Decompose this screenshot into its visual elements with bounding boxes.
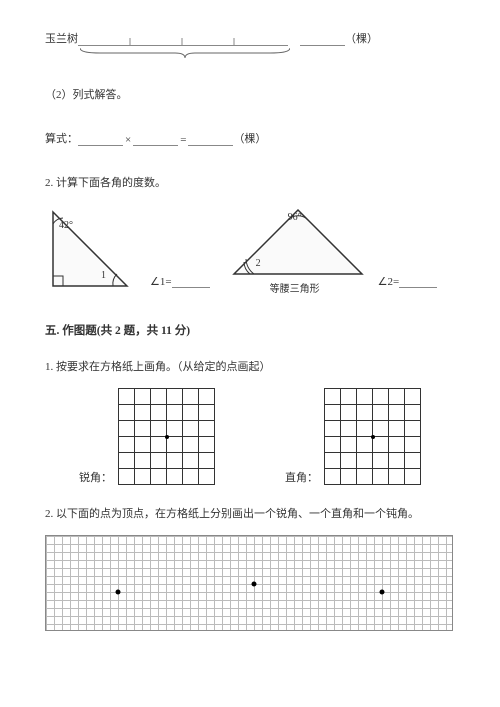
fine-grid xyxy=(45,535,453,631)
sub2-label: （2）列式解答。 xyxy=(45,86,455,102)
grid-right-wrap: 直角： xyxy=(285,388,421,485)
formula-blank-1 xyxy=(78,133,123,146)
formula-eq: = xyxy=(178,134,188,146)
tri-right-2: 2 xyxy=(256,258,261,269)
tree-answer-blank xyxy=(300,33,345,46)
angle1-blank xyxy=(172,275,210,288)
triangle-left-svg xyxy=(45,204,140,294)
q2-text: 2. 计算下面各角的度数。 xyxy=(45,174,455,190)
grid-left-dot xyxy=(167,437,171,441)
grid-left-label: 锐角： xyxy=(79,469,112,485)
tri-right-answer: ∠2= xyxy=(378,275,438,288)
tri-left-1: 1 xyxy=(101,270,106,281)
tree-line: 玉兰树 （棵） xyxy=(45,30,455,46)
angle2-label: ∠2= xyxy=(378,275,400,288)
fine-dot-1 xyxy=(116,590,121,595)
brace-icon xyxy=(80,48,290,58)
angle1-label: ∠1= xyxy=(150,275,172,288)
formula-row: 算式： × = （棵） xyxy=(45,130,455,146)
tri-left-answer: ∠1= xyxy=(150,275,210,288)
tree-unit: （棵） xyxy=(345,30,378,46)
tree-blank xyxy=(78,33,288,46)
tick-marks xyxy=(78,33,288,46)
triangle-left: 42° 1 xyxy=(45,204,140,294)
fine-dot-2 xyxy=(252,582,257,587)
grids-row: 锐角： 直角： xyxy=(45,388,455,485)
fine-dot-3 xyxy=(380,590,385,595)
section5-q2: 2. 以下面的点为顶点，在方格纸上分别画出一个锐角、一个直角和一个钝角。 xyxy=(45,505,455,521)
grid-left-wrap: 锐角： xyxy=(79,388,215,485)
formula-prefix: 算式： xyxy=(45,130,78,146)
formula-blank-3 xyxy=(188,133,233,146)
grid-right xyxy=(324,388,421,485)
section5-title: 五. 作图题(共 2 题，共 11 分) xyxy=(45,322,455,338)
formula-blank-2 xyxy=(133,133,178,146)
grid-right-label: 直角： xyxy=(285,469,318,485)
formula-op: × xyxy=(123,134,133,146)
angle2-blank xyxy=(399,275,437,288)
triangles-row: 42° 1 ∠1= 96° 2 等腰三角形 ∠2= xyxy=(45,204,455,294)
tree-label: 玉兰树 xyxy=(45,30,78,46)
brace xyxy=(80,48,290,58)
tri-right-type: 等腰三角形 xyxy=(270,280,320,295)
grid-right-dot xyxy=(373,437,377,441)
formula-unit: （棵） xyxy=(233,130,266,146)
tri-left-angle: 42° xyxy=(59,220,73,231)
grid-left xyxy=(118,388,215,485)
triangle-right: 96° 2 等腰三角形 xyxy=(228,204,368,294)
section5-q1: 1. 按要求在方格纸上画角。（从给定的点画起） xyxy=(45,358,455,374)
tri-right-angle: 96° xyxy=(288,212,302,223)
